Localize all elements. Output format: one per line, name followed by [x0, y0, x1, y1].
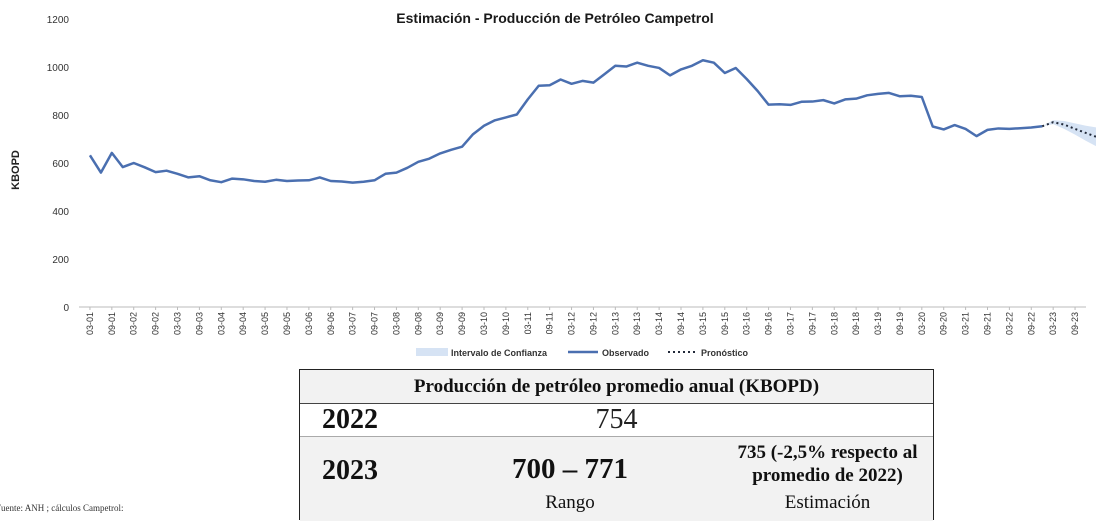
- series-layer: [88, 59, 1096, 184]
- x-tick-label: 03-18: [829, 312, 839, 335]
- y-tick-label: 600: [52, 159, 69, 170]
- x-tick-label: 09-06: [326, 312, 336, 335]
- x-tick-label: 03-07: [348, 312, 358, 335]
- y-tick-label: 400: [52, 207, 69, 218]
- range-label: Rango: [545, 492, 595, 513]
- year-2022: 2022: [322, 404, 378, 435]
- x-tick-label: 09-01: [107, 312, 117, 335]
- x-tick-label: 09-10: [501, 312, 511, 335]
- x-tick-label: 03-21: [961, 312, 971, 335]
- x-tick-label: 09-21: [982, 312, 992, 335]
- legend-swatch-confidence: [416, 348, 448, 356]
- production-chart: Estimación - Producción de Petróleo Camp…: [10, 10, 1096, 358]
- y-axis-label: KBOPD: [10, 150, 22, 190]
- table-header-row: Producción de petróleo promedio anual (K…: [300, 370, 933, 404]
- confidence-band: [1042, 120, 1096, 147]
- x-tick-label: 03-23: [1048, 312, 1058, 335]
- x-tick-label: 09-08: [413, 312, 423, 335]
- y-axis-ticks: 0 200 400 600 800 1000 1200: [47, 15, 70, 314]
- x-tick-label: 03-19: [873, 312, 883, 335]
- x-tick-label: 09-05: [282, 312, 292, 335]
- x-tick-label: 03-04: [216, 312, 226, 335]
- summary-table: Producción de petróleo promedio anual (K…: [299, 369, 934, 521]
- x-tick-label: 03-16: [742, 312, 752, 335]
- x-tick-label: 09-15: [720, 312, 730, 335]
- table-header: Producción de petróleo promedio anual (K…: [413, 376, 820, 397]
- x-tick-label: 03-03: [173, 312, 183, 335]
- x-tick-label: 09-14: [676, 312, 686, 335]
- x-tick-label: 03-05: [260, 312, 270, 335]
- x-tick-label: 03-12: [567, 312, 577, 335]
- x-tick-label: 09-17: [807, 312, 817, 335]
- x-tick-label: 03-02: [129, 312, 139, 335]
- x-tick-label: 09-11: [545, 312, 555, 334]
- x-tick-label: 09-22: [1026, 312, 1036, 335]
- x-tick-label: 03-11: [523, 312, 533, 334]
- source-note: Fuente: ANH ; cálculos Campetrol:: [0, 503, 124, 513]
- x-tick-label: 09-04: [238, 312, 248, 335]
- estimate-label: Estimación: [784, 492, 871, 513]
- x-tick-label: 09-07: [370, 312, 380, 335]
- x-tick-label: 09-03: [194, 312, 204, 335]
- x-tick-label: 03-13: [610, 312, 620, 335]
- x-tick-label: 03-20: [917, 312, 927, 335]
- estimate-value: 735 (-2,5% respecto al promedio de 2022): [737, 442, 918, 486]
- legend-label-observed: Observado: [602, 348, 650, 358]
- x-tick-label: 09-20: [939, 312, 949, 335]
- x-tick-label: 03-06: [304, 312, 314, 335]
- table-row-2023: 2023 700 – 771 Rango 735 (-2,5% respecto…: [300, 437, 933, 521]
- y-tick-label: 0: [63, 303, 69, 314]
- y-tick-label: 200: [52, 255, 69, 266]
- x-tick-label: 03-09: [435, 312, 445, 335]
- x-tick-label: 09-18: [851, 312, 861, 335]
- x-tick-label: 03-22: [1004, 312, 1014, 335]
- x-tick-label: 09-16: [764, 312, 774, 335]
- x-tick-label: 03-14: [654, 312, 664, 335]
- x-tick-label: 09-09: [457, 312, 467, 335]
- y-tick-label: 800: [52, 111, 69, 122]
- legend: Intervalo de Confianza Observado Pronóst…: [416, 348, 749, 358]
- x-axis-ticks: 03-01 09-01 03-02 09-02 03-03 09-03 03-04 09-04…: [85, 307, 1080, 335]
- x-tick-label: 03-10: [479, 312, 489, 335]
- x-tick-label: 03-15: [698, 312, 708, 335]
- legend-label-forecast: Pronóstico: [701, 348, 749, 358]
- table-row-2022: 2022 754: [300, 404, 933, 437]
- x-tick-label: 03-01: [85, 312, 95, 335]
- y-tick-label: 1000: [47, 63, 70, 74]
- x-tick-label: 09-12: [588, 312, 598, 335]
- legend-label-confidence: Intervalo de Confianza: [451, 348, 548, 358]
- x-tick-label: 09-13: [632, 312, 642, 335]
- x-tick-label: 09-02: [151, 312, 161, 335]
- chart-title: Estimación - Producción de Petróleo Camp…: [396, 10, 713, 26]
- value-2022: 754: [595, 404, 638, 435]
- y-tick-label: 1200: [47, 15, 70, 26]
- year-2023: 2023: [322, 455, 378, 486]
- series-observed-line: [88, 59, 1043, 184]
- x-tick-label: 03-08: [391, 312, 401, 335]
- x-tick-label: 09-23: [1070, 312, 1080, 335]
- range-value: 700 – 771: [512, 453, 628, 485]
- x-tick-label: 03-17: [785, 312, 795, 335]
- x-tick-label: 09-19: [895, 312, 905, 335]
